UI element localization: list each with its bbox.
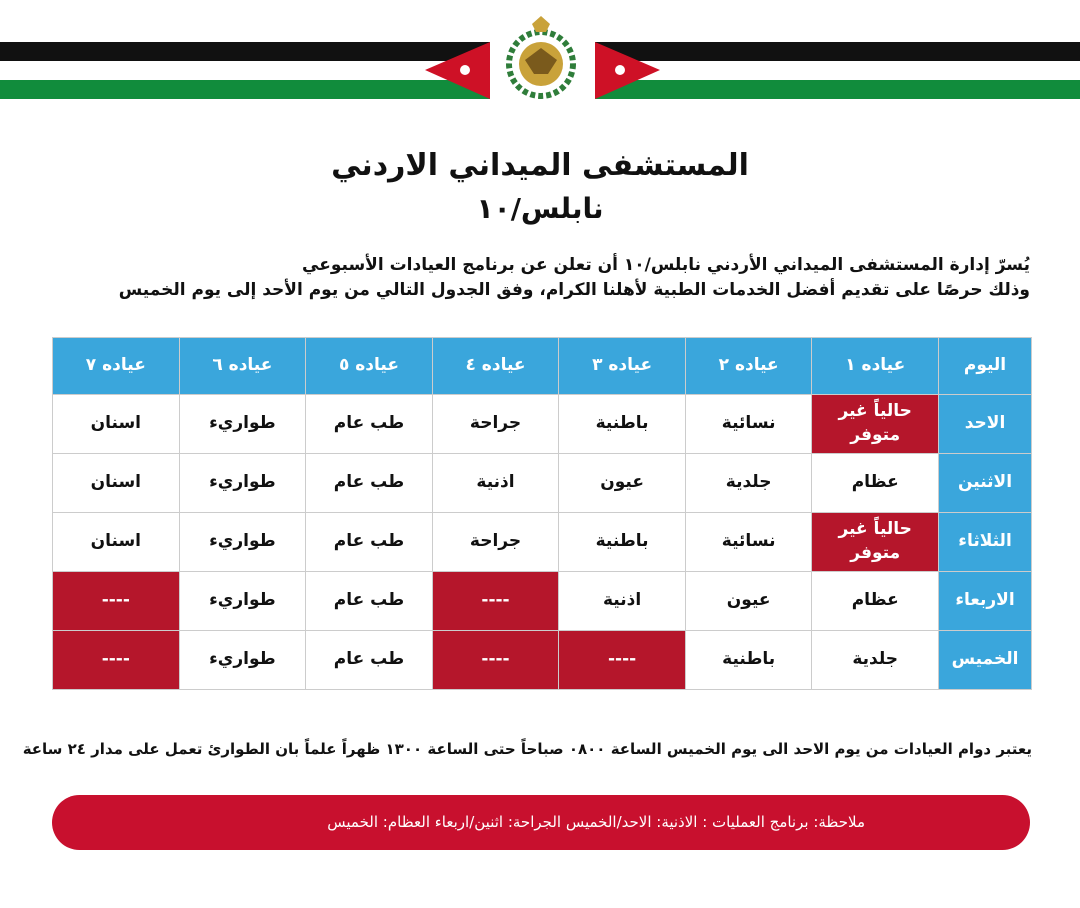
- clinic-cell: اذنية: [432, 454, 559, 512]
- note: ملاحظة: برنامج العمليات : الاذنية: الاحد…: [327, 813, 865, 831]
- clinic-cell: اسنان: [53, 513, 179, 571]
- header-cell: عياده ٣: [559, 338, 685, 394]
- header-cell: عياده ٥: [306, 338, 432, 394]
- clinic-cell: طب عام: [306, 631, 432, 689]
- header-cell: عياده ٦: [179, 338, 306, 394]
- clinic-cell: طب عام: [306, 454, 432, 512]
- flag-banner: [0, 16, 1080, 110]
- footnote: يعتبر دوام العيادات من يوم الاحد الى يوم…: [22, 740, 1032, 758]
- clinic-cell: باطنية: [559, 513, 685, 571]
- day-cell: الاحد: [939, 395, 1031, 453]
- note-bar: [52, 795, 1030, 850]
- header-cell: عياده ١: [812, 338, 938, 394]
- clinic-cell: جلدية: [685, 454, 812, 512]
- clinic-cell: عيون: [685, 572, 812, 630]
- clinic-cell: طواريء: [179, 631, 306, 689]
- clinic-cell: جراحة: [432, 395, 559, 453]
- clinic-cell: باطنية: [685, 631, 812, 689]
- clinic-cell: ----: [559, 631, 685, 689]
- clinic-cell: باطنية: [559, 395, 685, 453]
- clinic-cell: اذنية: [559, 572, 685, 630]
- clinic-cell: حالياً غير متوفر: [812, 395, 938, 453]
- header-cell: عياده ٤: [432, 338, 559, 394]
- clinic-cell: حالياً غير متوفر: [812, 513, 938, 571]
- day-cell: الاثنين: [939, 454, 1031, 512]
- header-cell: اليوم: [939, 338, 1031, 394]
- subtitle: نابلس/١٠: [476, 192, 604, 225]
- clinic-cell: عظام: [812, 454, 938, 512]
- clinic-cell: طب عام: [306, 572, 432, 630]
- day-cell: الخميس: [939, 631, 1031, 689]
- clinic-cell: طواريء: [179, 454, 306, 512]
- clinic-cell: جراحة: [432, 513, 559, 571]
- clinic-cell: عظام: [812, 572, 938, 630]
- clinic-cell: طب عام: [306, 395, 432, 453]
- day-cell: الاربعاء: [939, 572, 1031, 630]
- clinic-cell: اسنان: [53, 454, 179, 512]
- clinic-cell: طواريء: [179, 395, 306, 453]
- clinic-cell: جلدية: [812, 631, 938, 689]
- clinic-cell: ----: [53, 631, 179, 689]
- clinic-cell: عيون: [559, 454, 685, 512]
- title: المستشفى الميداني الاردني: [331, 148, 749, 183]
- schedule-table: اليوم عياده ١ عياده ٢ عياده ٣ عياده ٤ عياده ٥…: [52, 337, 1032, 690]
- day-cell: الثلاثاء: [939, 513, 1031, 571]
- intro-line: وذلك حرصًا على تقديم أفضل الخدمات الطبية…: [118, 280, 1030, 300]
- clinic-cell: طب عام: [306, 513, 432, 571]
- clinic-cell: ----: [53, 572, 179, 630]
- clinic-cell: ----: [432, 572, 559, 630]
- intro-line: يُسرّ إدارة المستشفى الميداني الأردني نا…: [302, 255, 1030, 275]
- header-cell: عياده ٧: [53, 338, 179, 394]
- clinic-cell: نسائية: [685, 395, 812, 453]
- clinic-cell: ----: [432, 631, 559, 689]
- clinic-cell: اسنان: [53, 395, 179, 453]
- header-cell: عياده ٢: [685, 338, 812, 394]
- clinic-cell: طواريء: [179, 513, 306, 571]
- clinic-cell: طواريء: [179, 572, 306, 630]
- clinic-cell: نسائية: [685, 513, 812, 571]
